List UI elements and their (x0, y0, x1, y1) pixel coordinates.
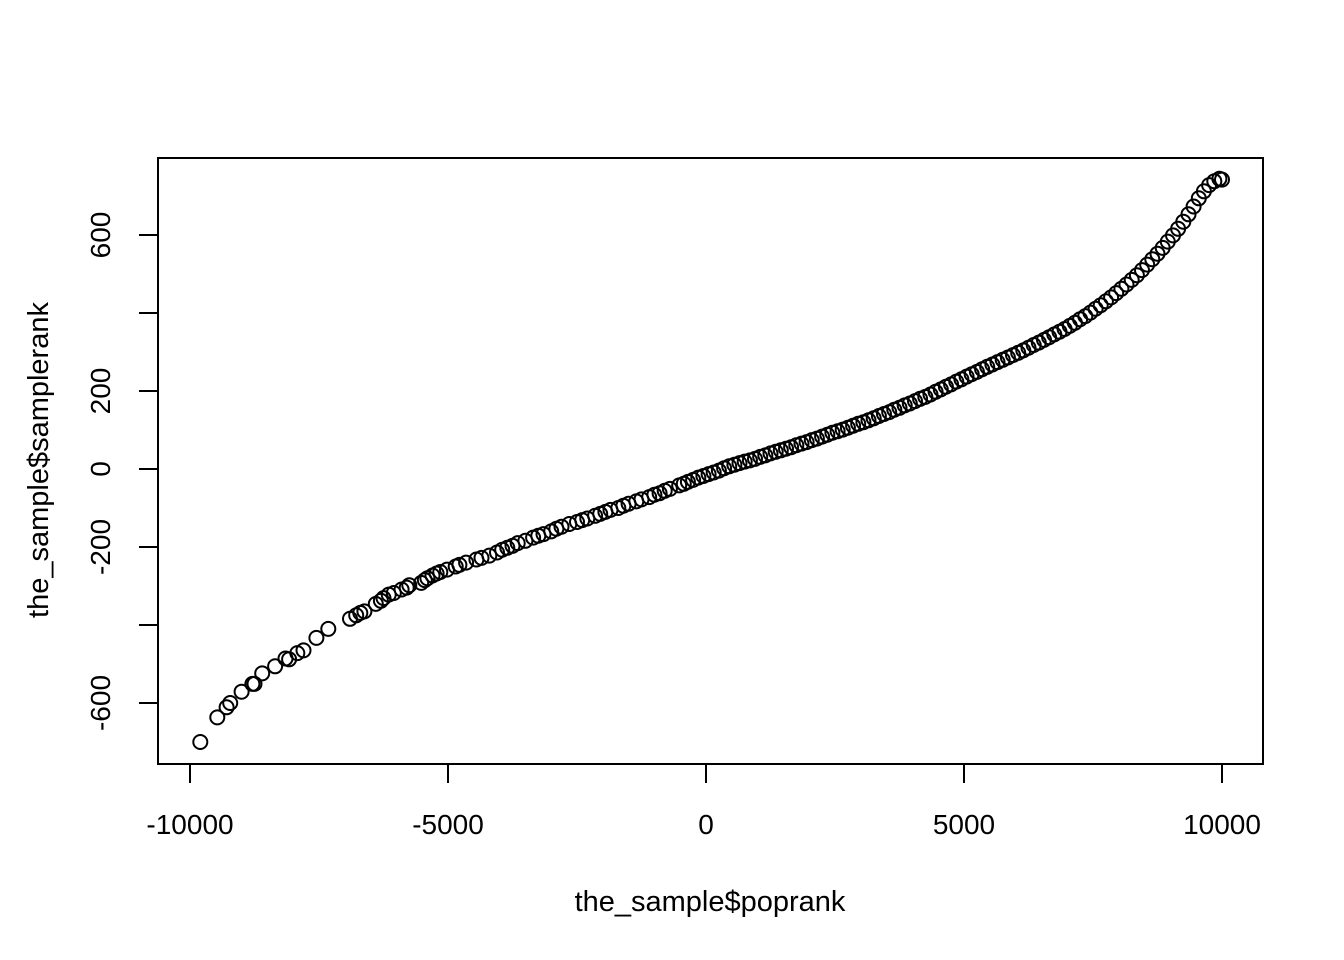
data-points (192, 170, 1230, 750)
x-tick-label: 10000 (1183, 809, 1261, 840)
data-point (1123, 271, 1140, 288)
data-point (356, 603, 373, 620)
data-point (192, 734, 209, 750)
data-point (416, 572, 433, 589)
data-point (481, 547, 498, 564)
data-point (267, 658, 284, 675)
y-tick-label: 600 (85, 212, 116, 259)
data-point (451, 556, 468, 573)
data-point (432, 564, 449, 580)
data-point (1144, 251, 1161, 268)
data-point (209, 709, 226, 726)
x-axis-label: the_sample$poprank (575, 886, 846, 918)
data-point (458, 554, 475, 571)
data-point (401, 577, 418, 594)
data-point (1180, 206, 1197, 223)
data-point (1139, 256, 1156, 273)
data-point (553, 518, 570, 535)
y-axis: -600 -200 0 200 600 (85, 212, 159, 731)
data-point (661, 480, 678, 497)
x-tick-label: 0 (698, 809, 714, 840)
x-tick-label: -10000 (146, 809, 233, 840)
x-axis: -10000 -5000 0 5000 10000 (146, 763, 1261, 840)
y-tick-label: -600 (85, 675, 116, 731)
data-point (1113, 280, 1130, 297)
x-tick-label: -5000 (412, 809, 484, 840)
data-point (473, 549, 490, 566)
data-point (218, 699, 235, 716)
y-axis-label: the_sample$samplerank (23, 302, 55, 618)
data-point (320, 620, 337, 637)
data-point (254, 665, 271, 682)
data-point (1118, 276, 1135, 293)
data-point (1108, 285, 1125, 302)
data-point (1185, 198, 1202, 215)
y-tick-label: -200 (85, 519, 116, 575)
data-point (1128, 267, 1145, 284)
data-point (222, 695, 239, 711)
x-tick-label: 5000 (933, 809, 995, 840)
data-point (1214, 171, 1230, 188)
data-point (295, 642, 312, 659)
data-point (1103, 289, 1120, 306)
data-point (509, 535, 526, 552)
data-point (1134, 262, 1150, 279)
data-point (398, 579, 415, 596)
data-point (246, 675, 263, 692)
data-point (308, 629, 325, 646)
y-tick-label: 0 (85, 461, 116, 477)
data-point (233, 683, 250, 700)
y-tick-label: 200 (85, 368, 116, 415)
